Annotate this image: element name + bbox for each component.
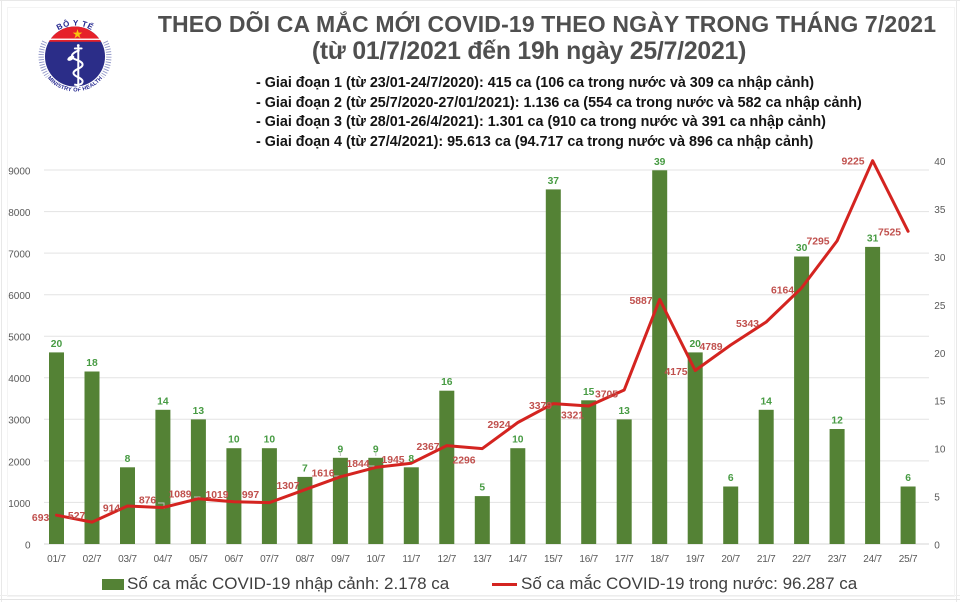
svg-text:16/7: 16/7 [579, 554, 598, 565]
svg-text:8: 8 [408, 454, 414, 465]
svg-text:2000: 2000 [8, 457, 31, 468]
svg-text:19/7: 19/7 [686, 554, 705, 565]
svg-text:527: 527 [68, 511, 86, 522]
svg-text:1616: 1616 [311, 469, 334, 480]
svg-text:7000: 7000 [8, 250, 31, 261]
svg-text:5887: 5887 [629, 296, 652, 307]
svg-text:07/7: 07/7 [260, 554, 279, 565]
svg-text:0: 0 [934, 540, 940, 551]
svg-text:3379: 3379 [529, 401, 552, 412]
svg-text:6000: 6000 [8, 291, 31, 302]
svg-text:08/7: 08/7 [296, 554, 315, 565]
svg-text:693: 693 [32, 513, 50, 524]
svg-text:14: 14 [760, 396, 772, 407]
svg-text:16: 16 [441, 377, 453, 388]
svg-text:7295: 7295 [806, 237, 829, 248]
svg-text:18/7: 18/7 [650, 554, 669, 565]
svg-text:6164: 6164 [771, 285, 794, 296]
svg-text:20: 20 [689, 339, 701, 350]
svg-text:20: 20 [51, 339, 63, 350]
svg-text:35: 35 [934, 205, 946, 216]
svg-text:13: 13 [618, 406, 630, 417]
svg-text:1844: 1844 [346, 459, 369, 470]
svg-text:10: 10 [934, 445, 946, 456]
svg-text:24/7: 24/7 [863, 554, 882, 565]
svg-text:9: 9 [338, 444, 344, 455]
svg-text:06/7: 06/7 [225, 554, 244, 565]
svg-text:09/7: 09/7 [331, 554, 350, 565]
svg-text:7: 7 [302, 463, 308, 474]
svg-text:02/7: 02/7 [83, 554, 102, 565]
svg-text:14: 14 [157, 396, 169, 407]
svg-text:1000: 1000 [8, 499, 31, 510]
svg-text:20: 20 [934, 349, 946, 360]
svg-text:6: 6 [905, 473, 911, 484]
svg-text:1945: 1945 [381, 455, 404, 466]
svg-text:5000: 5000 [8, 333, 31, 344]
svg-text:876: 876 [139, 496, 157, 507]
svg-text:10: 10 [228, 435, 240, 446]
svg-text:8: 8 [125, 454, 131, 465]
svg-text:31: 31 [867, 233, 879, 244]
svg-text:21/7: 21/7 [757, 554, 776, 565]
svg-text:1307: 1307 [276, 481, 299, 492]
svg-text:22/7: 22/7 [792, 554, 811, 565]
svg-text:25: 25 [934, 301, 946, 312]
svg-text:9: 9 [373, 444, 379, 455]
svg-text:7525: 7525 [878, 228, 901, 239]
svg-text:4789: 4789 [699, 342, 722, 353]
svg-text:11/7: 11/7 [402, 554, 421, 565]
svg-text:5: 5 [479, 483, 485, 494]
svg-text:13: 13 [193, 406, 205, 417]
svg-text:39: 39 [654, 157, 666, 168]
svg-text:03/7: 03/7 [118, 554, 137, 565]
svg-text:997: 997 [242, 490, 260, 501]
svg-text:15/7: 15/7 [544, 554, 563, 565]
svg-text:9225: 9225 [841, 157, 864, 168]
svg-text:15: 15 [934, 397, 946, 408]
svg-text:5343: 5343 [736, 319, 759, 330]
svg-text:12: 12 [831, 416, 843, 427]
svg-text:2367: 2367 [416, 442, 439, 453]
svg-text:5: 5 [934, 493, 940, 504]
svg-text:6: 6 [728, 473, 734, 484]
svg-text:17/7: 17/7 [615, 554, 634, 565]
svg-text:0: 0 [25, 540, 31, 551]
svg-text:1019: 1019 [205, 490, 228, 501]
svg-text:25/7: 25/7 [899, 554, 918, 565]
svg-text:12/7: 12/7 [437, 554, 456, 565]
svg-text:914: 914 [103, 504, 121, 515]
svg-text:13/7: 13/7 [473, 554, 492, 565]
svg-text:4000: 4000 [8, 374, 31, 385]
svg-text:3705: 3705 [595, 390, 618, 401]
svg-text:30: 30 [796, 243, 808, 254]
svg-text:04/7: 04/7 [154, 554, 173, 565]
svg-text:9000: 9000 [8, 166, 31, 177]
svg-text:01/7: 01/7 [47, 554, 66, 565]
svg-text:1089: 1089 [168, 490, 191, 501]
svg-text:18: 18 [86, 358, 98, 369]
svg-text:10: 10 [512, 435, 524, 446]
svg-text:3000: 3000 [8, 416, 31, 427]
svg-text:40: 40 [934, 157, 946, 168]
svg-text:3321: 3321 [561, 411, 584, 422]
svg-text:10: 10 [264, 435, 276, 446]
svg-text:15: 15 [583, 387, 595, 398]
svg-text:30: 30 [934, 253, 946, 264]
svg-text:10/7: 10/7 [366, 554, 385, 565]
svg-text:2296: 2296 [452, 456, 475, 467]
svg-text:2924: 2924 [487, 420, 510, 431]
svg-text:8000: 8000 [8, 208, 31, 219]
svg-text:14/7: 14/7 [508, 554, 527, 565]
svg-text:37: 37 [548, 176, 560, 187]
svg-text:23/7: 23/7 [828, 554, 847, 565]
svg-text:05/7: 05/7 [189, 554, 208, 565]
svg-text:4175: 4175 [664, 367, 687, 378]
svg-text:20/7: 20/7 [721, 554, 740, 565]
